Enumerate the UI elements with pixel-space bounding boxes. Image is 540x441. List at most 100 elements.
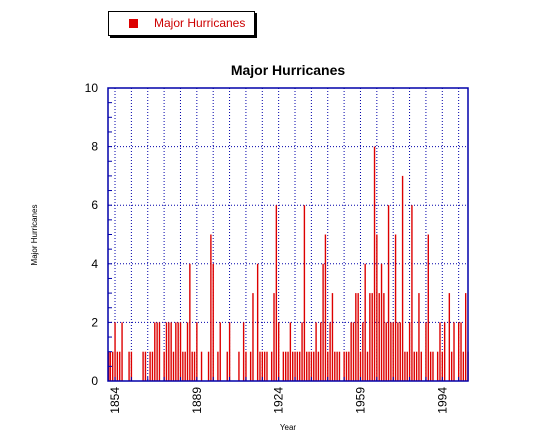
x-tick-label: 1854 <box>108 387 122 414</box>
bar <box>390 322 392 381</box>
bar <box>277 322 280 381</box>
bar <box>249 351 252 381</box>
bar <box>275 205 278 381</box>
bar <box>317 351 320 381</box>
bar <box>315 322 317 381</box>
bar <box>189 263 191 381</box>
y-tick-label: 4 <box>91 257 98 271</box>
bar <box>259 351 261 381</box>
bar <box>256 263 259 381</box>
bar <box>121 322 123 381</box>
bar <box>168 322 170 381</box>
bar <box>413 351 415 381</box>
bar <box>338 351 341 381</box>
bar <box>193 351 196 381</box>
x-axis-ticks: 1854 1889 1924 1959 1994 <box>108 377 460 414</box>
bar <box>380 263 383 381</box>
bar <box>142 351 144 381</box>
x-axis-label: Year <box>280 423 297 432</box>
x-tick-label: 1889 <box>190 387 204 414</box>
bar <box>226 351 228 381</box>
bar <box>385 322 387 381</box>
bar <box>324 234 327 381</box>
bar <box>252 293 254 381</box>
bar <box>450 351 453 381</box>
legend-swatch <box>129 19 138 28</box>
bar <box>320 322 322 381</box>
bar <box>294 351 296 381</box>
bar <box>196 322 198 381</box>
bar <box>415 351 418 381</box>
bar <box>119 351 121 381</box>
bar <box>429 351 432 381</box>
bar <box>179 322 182 381</box>
bar <box>130 351 133 381</box>
bar <box>378 293 380 381</box>
bar <box>327 351 329 381</box>
bar <box>357 293 359 381</box>
bar <box>154 322 156 381</box>
y-tick-label: 0 <box>91 374 98 388</box>
y-axis-label: Major Hurricanes <box>30 205 39 266</box>
y-tick-label: 6 <box>91 198 98 212</box>
bar <box>182 351 184 381</box>
bar <box>366 351 369 381</box>
bar <box>387 205 390 381</box>
bar <box>362 322 364 381</box>
bar <box>343 351 345 381</box>
bar <box>383 293 385 381</box>
bar <box>261 351 264 381</box>
bar <box>439 322 441 381</box>
bar <box>266 351 268 381</box>
bar <box>177 322 179 381</box>
bar <box>364 263 366 381</box>
bar <box>329 322 331 381</box>
bar <box>306 351 308 381</box>
bar <box>408 322 411 381</box>
chart-title: Major Hurricanes <box>231 62 346 78</box>
bar <box>331 293 334 381</box>
bar <box>128 351 130 381</box>
bar <box>191 351 193 381</box>
bar <box>263 351 266 381</box>
bar <box>301 322 303 381</box>
bar <box>334 351 336 381</box>
bar <box>352 322 355 381</box>
bar <box>200 351 203 381</box>
bar <box>394 234 397 381</box>
bar <box>397 322 399 381</box>
y-tick-label: 10 <box>85 81 99 95</box>
bar <box>149 351 151 381</box>
bar <box>369 293 371 381</box>
bar <box>184 351 186 381</box>
bar <box>401 175 404 381</box>
bar <box>303 205 306 381</box>
bar <box>348 351 350 381</box>
bar <box>436 351 439 381</box>
bar <box>404 351 406 381</box>
bar <box>219 322 221 381</box>
bar <box>287 351 289 381</box>
bar <box>359 351 362 381</box>
bar <box>175 322 177 381</box>
plot-frame <box>107 87 469 382</box>
bar <box>465 293 467 381</box>
bar <box>212 263 214 381</box>
bar <box>350 322 352 381</box>
bar <box>210 234 212 381</box>
bar <box>186 322 189 381</box>
bar <box>217 351 219 381</box>
bar <box>373 146 376 381</box>
bar <box>425 322 427 381</box>
bar <box>448 293 451 381</box>
bar <box>432 351 434 381</box>
bar <box>228 322 231 381</box>
bar <box>112 351 114 381</box>
grid <box>108 88 468 381</box>
bar <box>376 234 378 381</box>
bar <box>399 322 401 381</box>
bar <box>418 293 420 381</box>
x-tick-label: 1959 <box>353 387 367 414</box>
bar <box>322 263 324 381</box>
